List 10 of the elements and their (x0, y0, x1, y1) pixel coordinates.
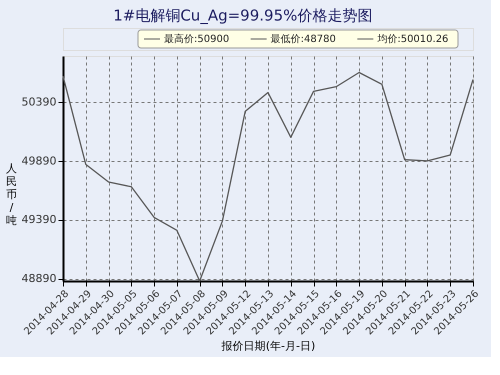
y-tick-label: 49890 (22, 154, 56, 168)
x-axis-title: 报价日期(年-月-日) (220, 340, 316, 353)
y-tick-label: 48890 (22, 272, 56, 286)
text: 均价:50010.26 (376, 33, 448, 45)
y-tick-label: 49390 (22, 213, 56, 226)
chart-title: 1#电解铜Cu_Ag=99.95%价格走势图 (113, 6, 372, 24)
text: 最低价:48780 (270, 33, 336, 45)
text: 最高价:50900 (164, 33, 230, 45)
y-axis-title: 人民币/吨 (6, 162, 17, 227)
y-tick-label: 50390 (22, 95, 56, 108)
